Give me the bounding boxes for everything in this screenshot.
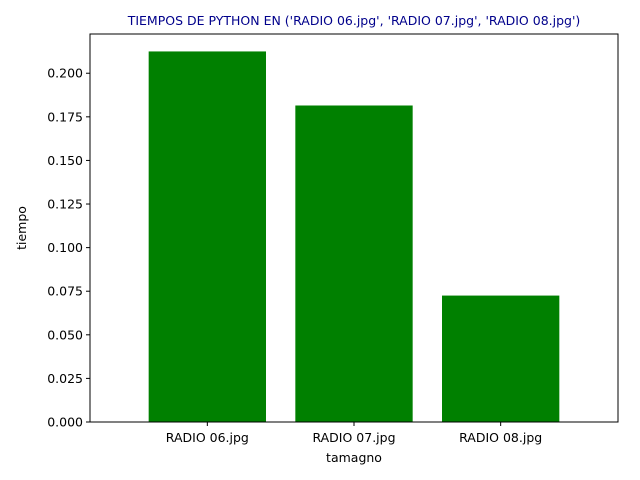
x-tick-label: RADIO 08.jpg xyxy=(459,430,542,445)
chart-title: TIEMPOS DE PYTHON EN ('RADIO 06.jpg', 'R… xyxy=(127,13,581,28)
y-axis-ticks: 0.000 0.025 0.050 0.075 0.100 0.125 0.150 0.175… xyxy=(47,66,90,430)
y-axis-label: tiempo xyxy=(14,206,29,250)
y-tick-label: 0.100 xyxy=(47,240,83,255)
plot-frame xyxy=(89,33,619,423)
y-tick-label: 0.175 xyxy=(47,109,83,124)
x-tick-label: RADIO 06.jpg xyxy=(166,430,249,445)
y-tick-label: 0.200 xyxy=(47,66,83,81)
bar-3 xyxy=(442,295,560,422)
y-tick-label: 0.000 xyxy=(47,415,83,430)
x-axis-ticks: RADIO 06.jpg RADIO 07.jpg RADIO 08.jpg xyxy=(166,422,542,445)
y-tick-label: 0.075 xyxy=(47,284,83,299)
bars-group xyxy=(148,51,560,422)
y-tick-label: 0.150 xyxy=(47,153,83,168)
y-tick-label: 0.050 xyxy=(47,327,83,342)
bar-1 xyxy=(148,51,266,422)
y-tick-label: 0.025 xyxy=(47,371,83,386)
x-tick-label: RADIO 07.jpg xyxy=(312,430,395,445)
x-axis-label: tamagno xyxy=(326,450,382,465)
y-tick-label: 0.125 xyxy=(47,197,83,212)
bar-2 xyxy=(295,105,413,422)
